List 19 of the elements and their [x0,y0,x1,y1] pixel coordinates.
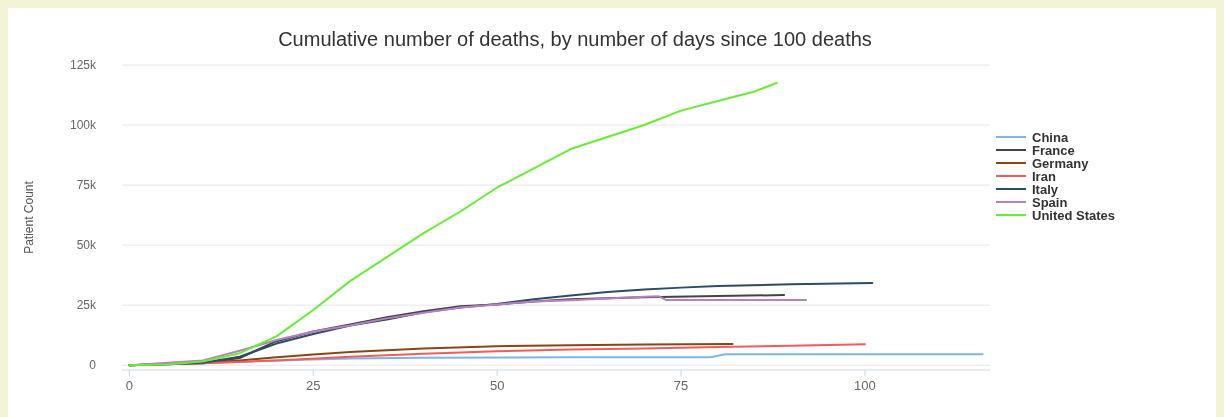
chart-title: Cumulative number of deaths, by number of days since 100 deaths [278,28,872,50]
legend-label: Iran [1032,168,1056,184]
x-tick-label: 100 [854,378,876,393]
line-series [128,82,778,367]
x-tick-label: 0 [125,378,133,393]
y-tick-label: 25k [76,298,97,313]
y-axis-title: Patient Count [22,180,36,254]
y-tick-label: 0 [89,358,97,373]
y-tick-label: 125k [69,58,97,72]
legend-label: France [1032,142,1075,158]
y-tick-label: 75k [76,178,97,193]
y-tick-label: 50k [76,238,97,253]
x-tick-label: 75 [673,378,689,393]
x-tick-label: 50 [489,378,505,393]
legend-label: Germany [1032,155,1090,171]
x-tick-label: 25 [306,378,321,393]
legend-label: China [1032,129,1069,145]
legend-label: Italy [1032,181,1059,197]
y-tick-label: 100k [69,118,97,133]
